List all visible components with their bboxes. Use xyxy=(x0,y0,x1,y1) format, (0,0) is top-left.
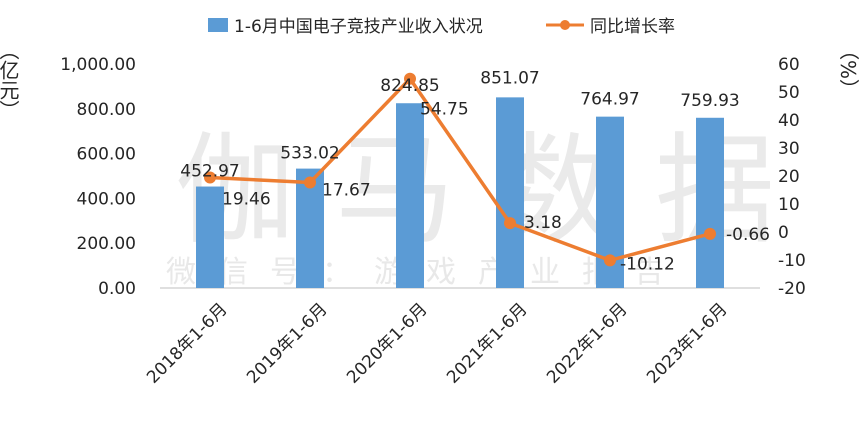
line-data-label: 54.75 xyxy=(420,100,469,120)
y-right-tick-label: -10 xyxy=(778,251,806,271)
bar-data-label: 824.85 xyxy=(380,76,439,96)
y-right-tick-label: 10 xyxy=(778,195,800,215)
y-left-tick-label: 400.00 xyxy=(77,189,136,209)
line-data-label: 19.46 xyxy=(222,190,271,210)
y-right-axis-title: （%） xyxy=(836,40,860,99)
line-data-label: 3.18 xyxy=(524,213,562,233)
y-right-tick-label: 20 xyxy=(778,167,800,187)
legend-bar-swatch xyxy=(208,18,228,32)
growth-point xyxy=(504,217,516,230)
growth-line xyxy=(209,76,711,263)
x-tick-label: 2019年1-6月 xyxy=(243,299,331,387)
bar-data-label: 759.93 xyxy=(680,91,739,111)
growth-point xyxy=(404,72,416,85)
y-left-axis-title: （亿元） xyxy=(0,40,20,120)
growth-point xyxy=(704,227,716,240)
y-right-tick-label: 40 xyxy=(778,111,800,131)
growth-point xyxy=(304,176,316,189)
bar xyxy=(496,97,524,288)
line-data-label: -0.66 xyxy=(726,225,770,245)
x-tick-label: 2022年1-6月 xyxy=(543,299,631,387)
bar xyxy=(396,103,424,288)
legend-line-label: 同比增长率 xyxy=(590,17,675,37)
y-right-tick-label: -20 xyxy=(778,279,806,299)
bar-data-label: 452.97 xyxy=(180,162,239,182)
growth-point xyxy=(604,254,616,267)
y-left-tick-label: 200.00 xyxy=(77,234,136,254)
y-right-tick-label: 0 xyxy=(778,223,789,243)
y-left-tick-label: 1,000.00 xyxy=(60,55,136,75)
bar-data-label: 764.97 xyxy=(580,90,639,110)
line-data-label: 17.67 xyxy=(322,181,371,201)
y-right-tick-label: 50 xyxy=(778,83,800,103)
line-data-label: -10.12 xyxy=(620,254,675,274)
x-tick-label: 2018年1-6月 xyxy=(143,299,231,387)
y-left-tick-label: 0.00 xyxy=(98,279,136,299)
y-right-tick-label: 60 xyxy=(778,55,800,75)
growth-point xyxy=(204,171,216,184)
bar-data-label: 851.07 xyxy=(480,68,539,88)
legend: 1-6月中国电子竞技产业收入状况 同比增长率 xyxy=(208,17,675,37)
legend-bar-label: 1-6月中国电子竞技产业收入状况 xyxy=(234,17,483,37)
y-right-tick-label: 30 xyxy=(778,139,800,159)
legend-line-marker xyxy=(560,20,570,30)
x-tick-label: 2023年1-6月 xyxy=(643,299,731,387)
x-tick-label: 2021年1-6月 xyxy=(443,299,531,387)
bar-data-label: 533.02 xyxy=(280,144,339,164)
y-left-tick-label: 600.00 xyxy=(77,145,136,165)
watermark-main: 伽马数据 xyxy=(175,122,815,261)
x-tick-label: 2020年1-6月 xyxy=(343,299,431,387)
bar xyxy=(196,186,224,288)
y-left-tick-label: 800.00 xyxy=(77,100,136,120)
bar xyxy=(696,117,724,288)
